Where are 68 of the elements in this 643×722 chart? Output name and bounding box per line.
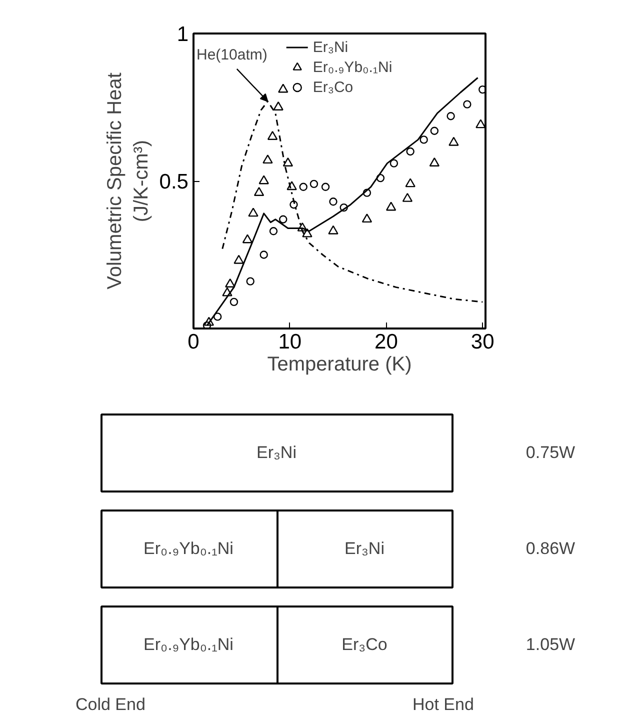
point [282,158,294,166]
x-tick-label: 10 [278,330,302,354]
point [429,158,440,166]
y-tick-label: 1 [176,23,189,46]
point [340,203,348,212]
point [420,136,428,144]
point [376,174,385,182]
point [260,250,268,259]
point [362,214,372,223]
legend-label: Er₃Ni [312,38,348,56]
point [302,228,312,238]
point [262,154,273,164]
point [448,136,459,146]
x-axis-title: Temperature (K) [267,354,412,376]
point [329,198,338,206]
text: Cold End [76,695,146,714]
point [273,101,284,110]
point [463,100,472,108]
text: Er₀.₉Yb₀.₁Ni [144,635,234,654]
point [258,175,269,184]
y-axis-title: Volumetric Specific Heat (J/K-cm³) [104,72,152,290]
point [290,200,298,209]
point [267,130,278,140]
point [390,159,398,168]
legend-label: Er₀.₉Yb₀.₁Ni [312,58,392,76]
point [406,147,414,156]
text: Er₀.₉Yb₀.₁Ni [144,539,234,558]
legend-label: Er₃Co [312,78,354,96]
x-tick-label: 20 [374,330,398,354]
x-tick-label: 0 [188,330,200,354]
point [299,182,308,191]
text: Er₃Ni [344,539,384,558]
point [405,178,416,188]
text: 0.75W [526,443,576,462]
point [230,298,238,306]
point [430,126,439,135]
x-tick-label: 30 [470,330,494,354]
y-tick-label: 0.5 [159,170,189,194]
point [446,112,455,120]
text: Hot End [412,695,474,714]
text: Er₃Ni [256,443,296,462]
point [321,182,330,191]
point [202,321,212,328]
point [278,84,288,93]
point [386,202,396,211]
point [269,227,278,236]
point [222,287,232,296]
point [362,188,372,197]
point [204,316,214,326]
point [213,312,222,321]
point [478,85,486,94]
point [254,187,264,196]
point [246,277,254,286]
point [402,192,413,202]
point [248,208,258,217]
point [234,254,244,264]
point [242,234,253,244]
point [225,278,236,288]
annotation: He(10atm) [196,46,268,64]
text: 0.86W [526,539,576,558]
point [328,225,338,234]
point [279,215,288,224]
point [286,181,297,190]
point [310,180,318,188]
text: 1.05W [526,635,576,654]
point [476,119,486,128]
point [297,222,308,232]
text: Er₃Co [342,635,388,654]
